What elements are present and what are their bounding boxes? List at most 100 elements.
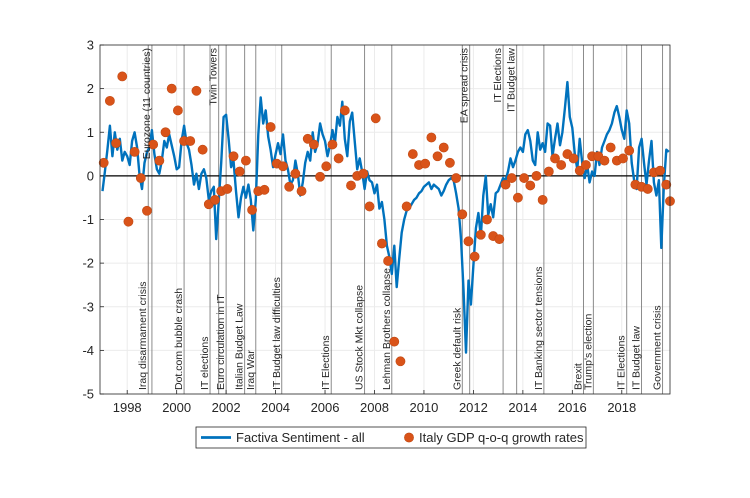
y-tick-label: 2	[87, 81, 94, 96]
gdp-point	[346, 180, 356, 191]
legend: Factiva Sentiment - all Italy GDP q-o-q …	[195, 426, 587, 449]
gdp-point	[309, 139, 319, 150]
gdp-point	[259, 184, 270, 195]
event-label: Iraq disarmament crisis	[137, 281, 149, 390]
gdp-point	[278, 161, 288, 172]
event-label: Dot.com bubble crash	[173, 288, 185, 390]
gdp-point	[111, 138, 121, 149]
gdp-point	[513, 192, 523, 203]
gdp-point	[222, 184, 233, 194]
event-label: Lehman Brothers collapse	[381, 268, 393, 390]
gdp-point	[228, 151, 239, 162]
gdp-point	[129, 146, 140, 157]
gdp-point	[265, 122, 276, 132]
gdp-point	[543, 166, 554, 177]
gdp-point	[401, 201, 412, 212]
y-tick-label: 3	[87, 38, 94, 53]
gdp-point	[290, 168, 301, 179]
event-label: Brexit	[572, 363, 584, 390]
gdp-point	[457, 209, 468, 220]
gdp-point	[377, 238, 387, 249]
gdp-point	[154, 155, 165, 166]
gdp-point	[383, 256, 393, 266]
y-tick-label: -3	[82, 299, 94, 314]
gdp-point	[475, 229, 486, 240]
x-tick-label: 2006	[311, 400, 340, 415]
x-tick-label: 2008	[360, 400, 389, 415]
gdp-point	[581, 160, 591, 170]
gdp-point	[432, 151, 443, 162]
gdp-point	[537, 194, 548, 205]
event-labels-layer: Iraq disarmament crisis Eurozone (11 coun…	[137, 48, 663, 390]
y-axis: 3 2 1 0 -1 -2 -3 -4 -5	[82, 38, 104, 402]
gdp-point	[525, 180, 536, 191]
x-axis: 1998 2000 2002 2004 2006 2008 2010 2012 2014 2016…	[113, 390, 636, 415]
gdp-point	[333, 153, 344, 164]
gdp-point	[234, 166, 245, 177]
y-tick-label: -5	[82, 387, 94, 402]
gdp-point	[302, 133, 313, 144]
y-tick-label: -1	[82, 212, 94, 227]
x-tick-label: 2016	[558, 400, 587, 415]
gdp-point	[104, 95, 115, 106]
gdp-point	[506, 173, 517, 183]
gdp-point	[197, 144, 208, 155]
event-label: IT Elections	[492, 48, 504, 103]
gdp-point	[469, 251, 480, 262]
x-tick-label: 2010	[409, 400, 438, 415]
gdp-point	[556, 160, 567, 170]
gdp-point	[445, 157, 455, 168]
event-label: IT Budget law difficulties	[271, 277, 283, 390]
event-label: Trump's election	[582, 314, 594, 390]
event-label: Greek default risk	[451, 307, 463, 390]
sentiment-series	[101, 80, 670, 354]
gdp-point	[210, 194, 220, 205]
gdp-point	[438, 142, 449, 153]
gdp-point	[247, 205, 257, 215]
legend-dot-swatch	[404, 432, 414, 443]
gdp-point	[185, 136, 196, 146]
gdp-point	[642, 184, 653, 194]
gdp-point	[370, 113, 381, 124]
event-label: IT Budget law	[506, 48, 518, 112]
gdp-point	[426, 132, 437, 143]
gdp-series	[98, 71, 675, 367]
gdp-point	[550, 153, 560, 164]
event-label: IT Banking sector tensions	[533, 266, 545, 390]
gdp-point	[605, 142, 616, 153]
event-label: Italian Budget Law	[234, 303, 246, 390]
y-tick-label: -4	[82, 343, 94, 358]
gdp-point	[519, 173, 529, 183]
gdp-point	[574, 165, 585, 176]
y-tick-label: -2	[82, 256, 94, 271]
gdp-point	[142, 205, 152, 216]
event-label: EA spread crisis	[459, 48, 471, 123]
gdp-point	[117, 71, 128, 82]
gdp-point	[407, 149, 418, 159]
event-label: IT elections	[199, 337, 211, 391]
gdp-point	[463, 236, 474, 247]
gdp-point	[599, 155, 610, 166]
gdp-point	[123, 216, 134, 227]
y-tick-label: 1	[87, 125, 94, 140]
gdp-point	[166, 83, 177, 94]
gdp-point	[172, 105, 183, 116]
event-label: IT Budget law	[631, 326, 643, 390]
gdp-point	[358, 168, 369, 179]
gdp-point	[296, 186, 307, 197]
gdp-point	[655, 165, 666, 176]
gdp-point	[315, 171, 325, 182]
legend-label-gdp: Italy GDP q-o-q growth rates	[419, 430, 584, 445]
legend-label-sentiment: Factiva Sentiment - all	[236, 430, 365, 445]
gdp-point	[395, 356, 406, 367]
gdp-point	[618, 153, 628, 164]
gdp-point	[661, 179, 672, 190]
gdp-point	[389, 336, 400, 347]
gdp-point	[531, 170, 542, 181]
event-label: US Stock Mkt collapse	[354, 285, 366, 390]
gdp-point	[321, 161, 332, 172]
gdp-point	[482, 214, 492, 225]
x-tick-label: 2012	[459, 400, 488, 415]
gdp-point	[420, 158, 431, 169]
